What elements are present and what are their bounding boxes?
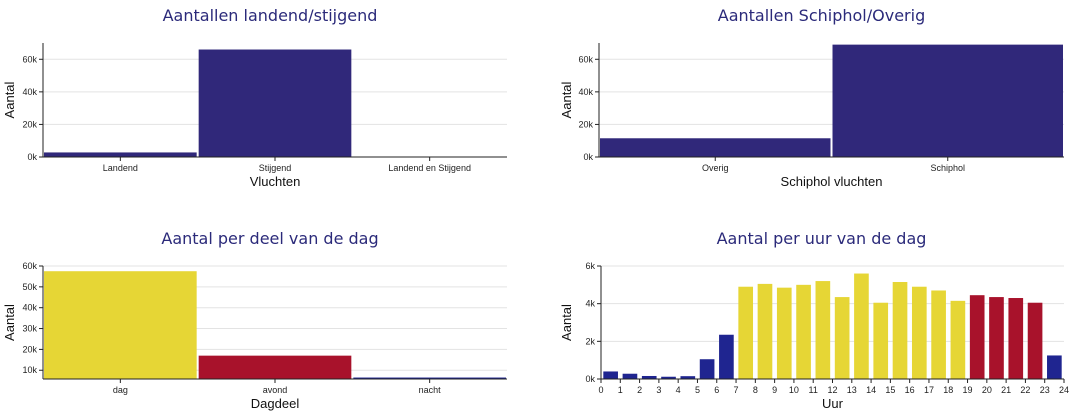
- x-tick-label: avond: [263, 385, 288, 395]
- x-tick-label: Overig: [702, 163, 729, 173]
- x-tick-label: Stijgend: [259, 163, 292, 173]
- bar-stijgend: [198, 49, 352, 158]
- bar-hour-5: [699, 359, 715, 379]
- x-tick-label: Landend: [103, 163, 138, 173]
- x-tick-label: 18: [943, 385, 953, 395]
- y-tick-label: 40k: [22, 87, 37, 97]
- x-tick-label: 14: [866, 385, 876, 395]
- x-tick-label: 4: [676, 385, 681, 395]
- bar-overig: [600, 138, 831, 157]
- y-axis-label: Aantal: [559, 81, 574, 118]
- x-tick-label: 1: [618, 385, 623, 395]
- x-tick-label: 11: [809, 385, 818, 395]
- bar-schiphol: [832, 44, 1063, 157]
- x-tick-label: 3: [656, 385, 661, 395]
- x-axis-label: Vluchten: [250, 174, 301, 189]
- bar-hour-2: [641, 375, 657, 379]
- chart-title-deel-van-dag: Aantal per deel van de dag: [161, 229, 379, 248]
- x-tick-label: 16: [905, 385, 915, 395]
- bar-hour-20: [989, 297, 1004, 379]
- x-tick-label: 19: [963, 385, 973, 395]
- x-tick-label: 5: [695, 385, 700, 395]
- bar-hour-14: [873, 302, 889, 379]
- bar-hour-4: [680, 376, 696, 379]
- y-axis-label: Aantal: [2, 81, 17, 118]
- x-tick-label: 6: [714, 385, 719, 395]
- x-axis-label: Schiphol vluchten: [781, 174, 883, 189]
- bar-hour-3: [661, 376, 676, 379]
- bar-hour-17: [931, 290, 946, 379]
- y-tick-label: 6k: [585, 261, 595, 271]
- x-tick-label: 13: [847, 385, 857, 395]
- x-tick-label: 15: [885, 385, 895, 395]
- bar-hour-8: [757, 283, 773, 379]
- bar-hour-15: [892, 282, 908, 379]
- y-tick-label: 2k: [585, 336, 595, 346]
- y-tick-label: 20k: [22, 344, 37, 354]
- y-tick-label: 0k: [27, 152, 37, 162]
- bar-hour-0: [603, 371, 618, 379]
- bar-hour-6: [719, 334, 734, 379]
- chart-title-uur-van-dag: Aantal per uur van de dag: [716, 229, 927, 248]
- x-tick-label: 24: [1059, 385, 1069, 395]
- x-axis-label: Uur: [822, 396, 844, 411]
- bar-hour-13: [854, 273, 869, 379]
- x-axis-label: Dagdeel: [251, 396, 300, 411]
- y-tick-label: 30k: [22, 324, 37, 334]
- y-axis-label: Aantal: [559, 304, 574, 341]
- x-tick-label: 2: [637, 385, 642, 395]
- x-tick-label: Schiphol: [930, 163, 965, 173]
- x-tick-label: 0: [598, 385, 603, 395]
- bar-landend: [44, 152, 197, 157]
- bar-hour-18: [950, 300, 966, 379]
- x-tick-label: 17: [924, 385, 934, 395]
- bar-hour-11: [815, 281, 831, 379]
- x-tick-label: 21: [1001, 385, 1011, 395]
- x-tick-label: 7: [734, 385, 739, 395]
- x-tick-label: 12: [827, 385, 837, 395]
- bar-hour-12: [834, 297, 850, 379]
- bar-hour-23: [1047, 355, 1062, 379]
- y-tick-label: 4k: [585, 299, 595, 309]
- y-tick-label: 40k: [22, 303, 37, 313]
- x-tick-label: Landend en Stijgend: [388, 163, 471, 173]
- x-tick-label: 8: [753, 385, 758, 395]
- y-tick-label: 0k: [585, 374, 595, 384]
- chart-landend-stijgend: 0k 20k 40k 60k Landend Stijgend Landend en Sti…: [2, 43, 507, 189]
- bar-hour-16: [911, 286, 927, 379]
- chart-schiphol-overig: 0k 20k 40k 60k Overig Schiphol Schiphol vlucht…: [559, 43, 1064, 189]
- bar-hour-9: [776, 287, 792, 379]
- y-tick-label: 60k: [22, 261, 37, 271]
- y-tick-label: 20k: [578, 119, 593, 129]
- bar-dag: [44, 271, 197, 379]
- bar-nacht: [353, 377, 506, 379]
- y-tick-label: 10k: [22, 365, 37, 375]
- x-tick-label: 23: [1040, 385, 1050, 395]
- bar-hour-22: [1027, 302, 1043, 379]
- chart-title-landend-stijgend: Aantallen landend/stijgend: [162, 6, 378, 25]
- x-tick-label: 10: [789, 385, 799, 395]
- bar-avond: [198, 355, 352, 379]
- x-tick-label: dag: [113, 385, 128, 395]
- bar-hour-10: [796, 284, 811, 379]
- bar-hour-19: [969, 295, 985, 379]
- y-tick-label: 50k: [22, 282, 37, 292]
- y-tick-label: 60k: [22, 54, 37, 64]
- y-axis-label: Aantal: [2, 304, 17, 341]
- x-tick-label: 22: [1020, 385, 1030, 395]
- x-tick-label: nacht: [419, 385, 442, 395]
- y-tick-label: 60k: [578, 54, 593, 64]
- y-tick-label: 20k: [22, 119, 37, 129]
- chart-title-schiphol-overig: Aantallen Schiphol/Overig: [717, 6, 926, 25]
- y-tick-label: 0k: [583, 152, 593, 162]
- bar-hour-1: [622, 373, 638, 379]
- bar-hour-21: [1008, 298, 1024, 379]
- x-tick-label: 20: [982, 385, 992, 395]
- y-tick-label: 40k: [578, 87, 593, 97]
- x-tick-label: 9: [772, 385, 777, 395]
- bar-hour-7: [738, 286, 754, 379]
- chart-deel-van-dag: 10k 20k 30k 40k 50k 60k dag avond nacht Dagdeel Aa…: [2, 261, 507, 411]
